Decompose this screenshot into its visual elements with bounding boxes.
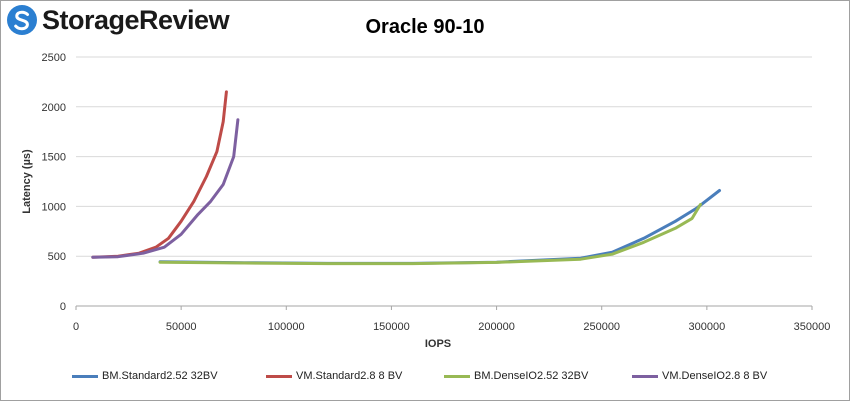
legend-swatch [632, 374, 658, 378]
brand-name: StorageReview [42, 4, 230, 35]
x-tick-label: 50000 [166, 321, 197, 333]
x-tick-label: 300000 [688, 321, 725, 333]
x-tick-label: 350000 [794, 321, 831, 333]
x-tick-label: 0 [73, 321, 79, 333]
series-line [91, 118, 240, 259]
x-tick-label: 250000 [583, 321, 620, 333]
legend-label: BM.DenseIO2.52 32BV [474, 370, 589, 382]
y-axis-title: Latency (µs) [21, 149, 33, 214]
series-line [91, 90, 228, 259]
legend-swatch [266, 374, 292, 378]
series-line [158, 202, 702, 266]
y-tick-label: 1500 [42, 152, 66, 164]
legend-label: VM.Standard2.8 8 BV [296, 370, 403, 382]
x-axis-title: IOPS [425, 338, 451, 350]
brand-logo: StorageReview [6, 4, 230, 36]
x-tick-label: 200000 [478, 321, 515, 333]
x-tick-label: 100000 [268, 321, 305, 333]
y-tick-label: 2000 [42, 102, 66, 114]
legend-swatch [444, 374, 470, 378]
chart-legend: BM.Standard2.52 32BV VM.Standard2.8 8 BV B… [0, 370, 850, 386]
x-tick-label: 150000 [373, 321, 410, 333]
y-tick-label: 500 [48, 251, 66, 263]
chart-title: Oracle 90-10 [365, 16, 485, 38]
legend-label: BM.Standard2.52 32BV [102, 370, 218, 382]
storagereview-logo-icon [7, 5, 37, 35]
legend-item: VM.Standard2.8 8 BV [266, 370, 402, 382]
legend-swatch [72, 374, 98, 378]
y-tick-label: 0 [60, 301, 66, 313]
legend-item: BM.Standard2.52 32BV [72, 370, 218, 382]
legend-item: VM.DenseIO2.8 8 BV [632, 370, 767, 382]
legend-item: BM.DenseIO2.52 32BV [444, 370, 588, 382]
y-tick-label: 1000 [42, 201, 66, 213]
y-tick-label: 2500 [42, 52, 66, 64]
series-line [158, 189, 721, 265]
legend-label: VM.DenseIO2.8 8 BV [662, 370, 768, 382]
